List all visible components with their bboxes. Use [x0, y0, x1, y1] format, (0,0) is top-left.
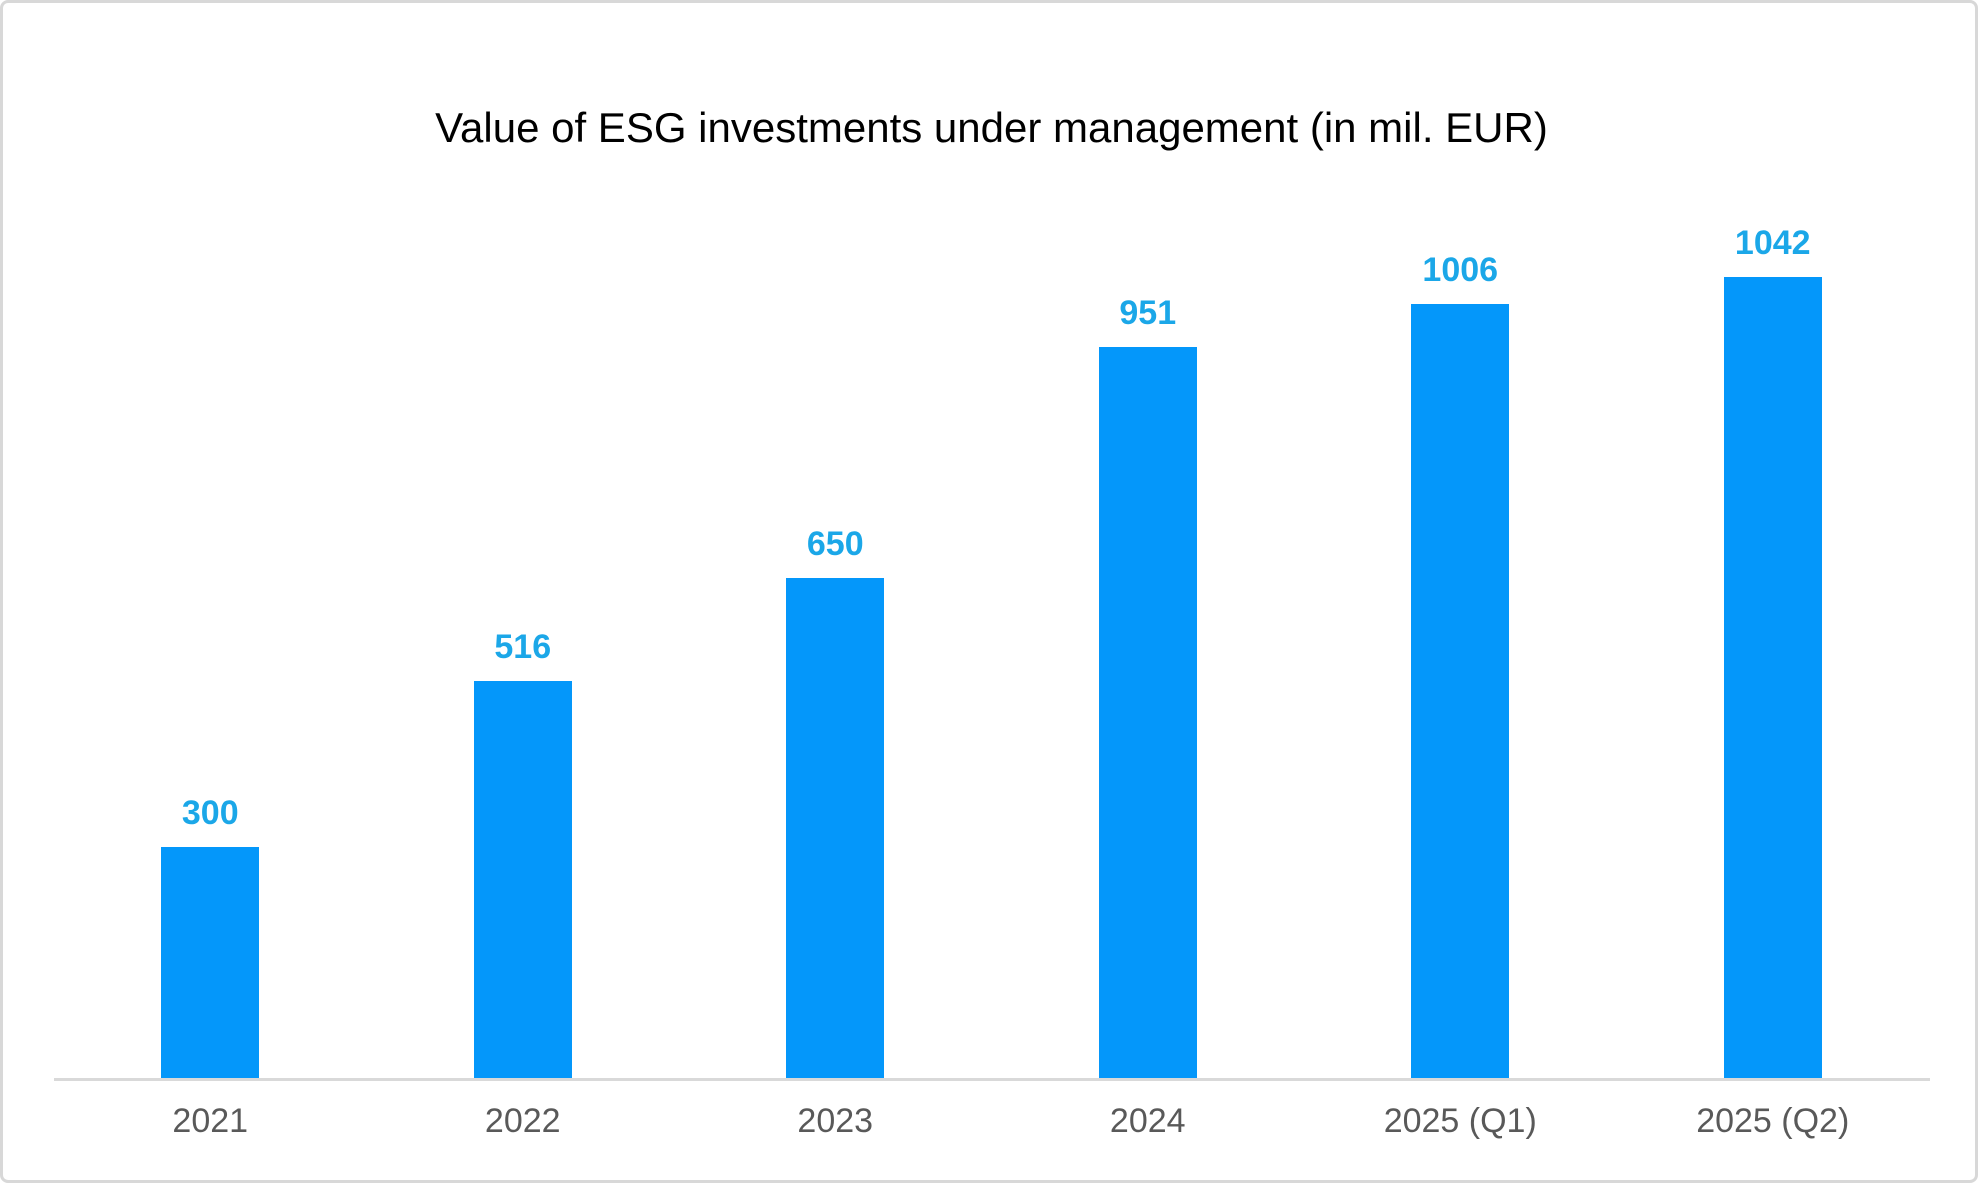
x-axis-tick-label: 2024	[1109, 1102, 1186, 1140]
bar-value-label: 1006	[1422, 251, 1499, 289]
bar-value-label: 1042	[1734, 224, 1811, 262]
x-axis-tick-label: 2021	[172, 1102, 249, 1140]
bar-2024	[1098, 347, 1197, 1078]
bar-2025 (Q2)	[1723, 277, 1822, 1078]
bar-value-label: 516	[494, 628, 552, 666]
bar-group: 300	[54, 155, 367, 1078]
bar-group: 1042	[1617, 155, 1930, 1078]
plot-area: 300 516 650 951 1006 1042	[54, 155, 1929, 1078]
bar-2021	[161, 847, 260, 1078]
bar-group: 516	[367, 155, 680, 1078]
bar-2022	[473, 681, 572, 1078]
x-axis-line	[54, 1078, 1930, 1081]
bar-value-label: 650	[806, 525, 864, 563]
x-axis-labels: 2021 2022 2023 2024 2025 (Q1) 2025 (Q2)	[54, 1100, 1929, 1142]
bar-2025 (Q1)	[1411, 304, 1510, 1078]
bar-value-label: 300	[181, 794, 239, 832]
bar-2023	[786, 578, 885, 1078]
chart-title: Value of ESG investments under managemen…	[435, 104, 1548, 151]
x-axis-tick-label: 2023	[797, 1102, 874, 1140]
x-axis-tick-label: 2025 (Q2)	[1696, 1102, 1850, 1140]
x-axis-tick-label: 2025 (Q1)	[1383, 1102, 1537, 1140]
x-axis-tick-label: 2022	[484, 1102, 561, 1140]
bar-value-label: 951	[1119, 294, 1177, 332]
bar-group: 650	[679, 155, 992, 1078]
bar-group: 1006	[1304, 155, 1617, 1078]
bar-group: 951	[992, 155, 1305, 1078]
